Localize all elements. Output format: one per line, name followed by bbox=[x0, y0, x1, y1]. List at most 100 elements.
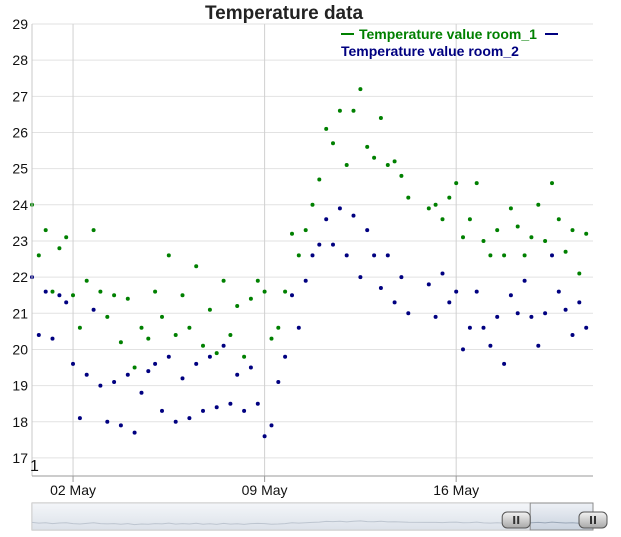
data-point bbox=[64, 300, 69, 305]
data-point bbox=[132, 365, 137, 370]
data-point bbox=[290, 231, 294, 236]
data-point bbox=[372, 253, 377, 258]
y-tick-label: 29 bbox=[12, 16, 28, 32]
data-point bbox=[173, 419, 178, 424]
series-room-1 bbox=[30, 87, 589, 370]
data-point bbox=[221, 343, 226, 348]
data-point bbox=[235, 304, 240, 308]
data-point bbox=[467, 325, 472, 330]
data-point bbox=[214, 351, 219, 356]
data-point bbox=[358, 87, 363, 92]
y-tick-label: 17 bbox=[12, 450, 28, 466]
y-tick-label: 18 bbox=[12, 414, 28, 430]
data-point bbox=[488, 253, 493, 258]
data-point bbox=[392, 159, 397, 164]
data-point bbox=[160, 408, 164, 413]
data-point bbox=[508, 206, 513, 211]
data-point bbox=[310, 202, 315, 207]
plot-background bbox=[32, 24, 593, 476]
data-point bbox=[269, 423, 274, 428]
y-tick-label: 25 bbox=[12, 161, 28, 177]
data-point bbox=[556, 289, 561, 294]
data-point bbox=[276, 380, 281, 384]
data-point bbox=[399, 275, 404, 280]
data-point bbox=[440, 271, 445, 276]
data-point bbox=[153, 289, 158, 294]
data-point bbox=[440, 217, 445, 222]
data-point bbox=[488, 343, 493, 348]
data-point bbox=[481, 325, 486, 330]
data-point bbox=[207, 307, 212, 312]
gridlines bbox=[32, 23, 593, 476]
data-point bbox=[515, 224, 520, 229]
data-point bbox=[194, 361, 199, 366]
data-point bbox=[426, 206, 431, 211]
legend-entry-room-1[interactable]: Temperature value room_1 bbox=[341, 26, 537, 42]
range-selector-right-handle[interactable] bbox=[578, 511, 608, 529]
data-point bbox=[57, 293, 62, 298]
data-point bbox=[276, 325, 281, 330]
data-point bbox=[392, 300, 397, 305]
x-tick-label: 09 May bbox=[242, 482, 288, 498]
legend[interactable]: Temperature value room_1 Temperature val… bbox=[341, 26, 558, 59]
data-point bbox=[447, 300, 452, 305]
data-point bbox=[378, 116, 383, 120]
y-tick-label: 23 bbox=[12, 233, 28, 249]
data-point bbox=[543, 311, 548, 316]
y-tick-label: 21 bbox=[12, 305, 28, 321]
legend-label-room-2: Temperature value room_2 bbox=[341, 43, 519, 59]
data-point bbox=[242, 408, 247, 413]
data-point bbox=[146, 369, 151, 374]
x-tick-label: 02 May bbox=[50, 482, 96, 498]
data-point bbox=[324, 217, 329, 222]
data-point bbox=[344, 253, 349, 258]
data-point bbox=[201, 343, 205, 348]
y-tick-label: 26 bbox=[12, 124, 28, 140]
data-point bbox=[461, 347, 465, 352]
data-point bbox=[173, 333, 178, 337]
x-axis-ticks: 02 May 09 May 16 May bbox=[50, 476, 479, 498]
data-point bbox=[331, 242, 335, 247]
data-point bbox=[454, 181, 459, 186]
data-point bbox=[570, 333, 575, 337]
y-tick-label: 27 bbox=[12, 88, 28, 104]
y-tick-label: 19 bbox=[12, 378, 28, 394]
data-point bbox=[522, 278, 527, 283]
data-point bbox=[118, 340, 123, 345]
data-point bbox=[36, 333, 41, 337]
data-point bbox=[36, 253, 41, 258]
data-point bbox=[474, 181, 479, 186]
data-point bbox=[351, 213, 356, 218]
series-layer bbox=[30, 87, 589, 439]
data-point bbox=[84, 278, 89, 283]
data-point bbox=[207, 354, 212, 359]
data-point bbox=[550, 253, 554, 258]
range-selector-track[interactable] bbox=[31, 502, 594, 531]
data-point bbox=[255, 278, 260, 283]
range-selector-left-handle[interactable] bbox=[501, 511, 531, 529]
data-point bbox=[43, 289, 48, 294]
range-selector[interactable] bbox=[31, 502, 608, 531]
data-point bbox=[139, 390, 144, 395]
data-point bbox=[91, 228, 96, 233]
data-point bbox=[399, 173, 404, 178]
data-point bbox=[201, 408, 205, 413]
data-point bbox=[454, 289, 459, 294]
data-point bbox=[433, 202, 438, 207]
data-point bbox=[337, 206, 342, 211]
data-point bbox=[228, 333, 233, 337]
data-point bbox=[563, 307, 568, 312]
data-point bbox=[584, 231, 589, 236]
data-point bbox=[296, 253, 301, 258]
data-point bbox=[481, 239, 486, 243]
data-point bbox=[166, 354, 171, 359]
data-point bbox=[262, 289, 267, 294]
y-axis-ticks: 17 18 19 20 21 22 23 24 25 26 27 28 29 bbox=[12, 16, 28, 466]
chart-title: Temperature data bbox=[205, 3, 363, 24]
legend-label-room-1: Temperature value room_1 bbox=[359, 26, 537, 42]
data-point bbox=[303, 228, 308, 233]
series-room-2 bbox=[30, 206, 589, 439]
data-point bbox=[406, 195, 411, 200]
legend-entry-room-2[interactable]: Temperature value room_2 bbox=[341, 43, 519, 59]
